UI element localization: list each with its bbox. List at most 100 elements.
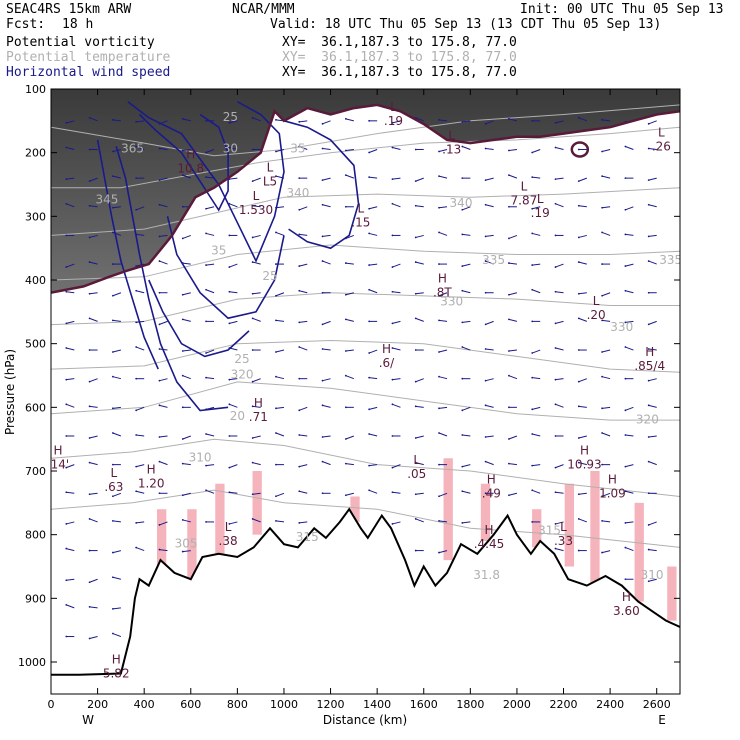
wind-vector-head xyxy=(601,495,604,498)
wind-vector xyxy=(438,119,448,122)
wind-vector xyxy=(601,175,611,179)
wind-vector xyxy=(136,490,145,494)
wind-vector-head xyxy=(88,380,91,383)
wind-vector-head xyxy=(461,265,464,267)
wind-vector xyxy=(66,203,75,208)
wind-vector xyxy=(159,549,168,552)
wind-vector xyxy=(89,205,98,208)
wind-vector-head xyxy=(554,491,557,494)
wind-vector-head xyxy=(111,263,114,265)
y-tick-label: 800 xyxy=(25,529,46,542)
extremum-type-label: L xyxy=(413,453,420,467)
wind-vector xyxy=(415,492,424,495)
wind-vector xyxy=(462,490,471,494)
wind-vector xyxy=(182,148,191,151)
wind-vector-head xyxy=(158,524,161,526)
wind-vector-head xyxy=(484,203,487,206)
wind-vector-head xyxy=(344,262,347,264)
wind-vector xyxy=(532,206,541,210)
model-title: SEAC4RS 15km ARW xyxy=(6,2,132,17)
wind-vector xyxy=(252,462,261,466)
contour-inline-label: 310 xyxy=(641,568,664,582)
wind-vector-head xyxy=(484,147,487,150)
wind-vector xyxy=(112,607,121,610)
wind-vector-head xyxy=(577,380,580,383)
extremum-value-label: 10.93 xyxy=(567,458,601,472)
wind-vector xyxy=(625,406,634,411)
wind-vector-head xyxy=(344,438,347,440)
extremum-type-label: L xyxy=(560,520,567,534)
wind-vector-head xyxy=(438,319,440,322)
wind-vector xyxy=(368,149,378,153)
wind-vector-head xyxy=(508,318,510,321)
wind-vector-head xyxy=(554,523,557,525)
wind-vector-head xyxy=(205,288,207,291)
wind-vector-head xyxy=(228,121,231,124)
wind-vector xyxy=(205,206,215,210)
wind-vector-head xyxy=(88,549,91,552)
wind-vector xyxy=(89,518,98,523)
wind-vector-head xyxy=(181,438,184,440)
wind-vector-head xyxy=(88,261,91,263)
wind-vector xyxy=(625,547,634,552)
wind-vector xyxy=(89,117,98,122)
wind-vector-head xyxy=(111,175,114,178)
wind-vector-head xyxy=(391,435,394,437)
wind-vector xyxy=(229,378,238,381)
wind-vector-head xyxy=(438,231,440,234)
wind-vector-head xyxy=(647,235,650,238)
field-xy-theta: XY= 36.1,187.3 to 175.8, 77.0 xyxy=(282,50,517,65)
contour-inline-label: 320 xyxy=(231,368,254,382)
wind-vector xyxy=(555,320,564,324)
wind-vector xyxy=(601,148,611,152)
wind-vector-head xyxy=(135,377,138,380)
wind-vector xyxy=(136,406,145,411)
wind-vector-head xyxy=(344,237,347,240)
extremum-value-label: .14' xyxy=(47,458,69,472)
wind-vector-head xyxy=(344,205,347,208)
wind-vector-head xyxy=(601,432,604,434)
contour-inline-label: 25 xyxy=(234,352,249,366)
theta-contour-340 xyxy=(51,187,680,236)
wind-vector-head xyxy=(647,524,650,526)
wind-vector-head xyxy=(65,266,68,268)
wind-vector-head xyxy=(205,376,207,379)
wind-vector xyxy=(601,432,611,437)
wind-vector xyxy=(112,576,122,580)
wind-vector-head xyxy=(65,347,68,349)
wind-vector-head xyxy=(65,435,68,437)
wind-vector xyxy=(66,177,75,180)
wind-vector-head xyxy=(624,522,627,524)
wind-vector-head xyxy=(275,407,277,410)
extremum-type-label: H xyxy=(622,590,631,604)
wind-vector-head xyxy=(321,379,324,382)
wind-vector xyxy=(368,489,378,494)
wind-vector-head xyxy=(624,177,627,180)
contour-inline-label: 305 xyxy=(175,536,198,550)
wind-vector-head xyxy=(624,346,627,348)
wind-contour-25 xyxy=(127,100,285,263)
x-tick-label: 600 xyxy=(180,698,201,711)
wind-vector-head xyxy=(601,319,604,322)
wind-vector xyxy=(136,146,145,150)
wind-vector xyxy=(532,406,541,410)
wind-vector xyxy=(136,233,145,236)
wind-vector xyxy=(229,120,238,124)
wind-vector-head xyxy=(135,465,138,468)
wind-vector-head xyxy=(484,492,487,495)
wind-vector xyxy=(299,406,308,411)
y-tick-label: 600 xyxy=(25,401,46,414)
wind-vector-head xyxy=(554,466,557,469)
fcst-value: 18 h xyxy=(62,17,94,32)
wind-vector xyxy=(532,433,541,437)
extremum-type-label: H xyxy=(580,444,589,458)
wind-vector xyxy=(508,262,517,265)
wind-vector xyxy=(229,320,238,324)
wind-vector-head xyxy=(321,460,324,463)
wind-vector-head xyxy=(275,520,277,522)
wind-vector-head xyxy=(111,407,114,410)
wind-vector xyxy=(206,176,215,179)
wind-vector xyxy=(508,375,518,380)
wind-vector xyxy=(229,291,238,294)
wind-vector xyxy=(438,520,448,523)
